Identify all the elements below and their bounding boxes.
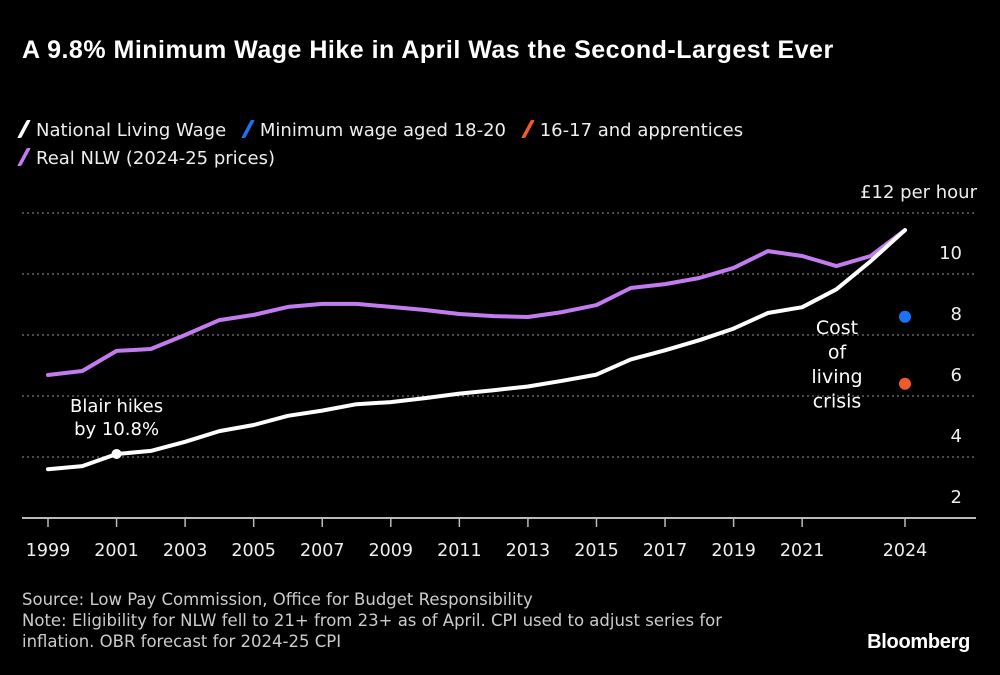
annotation-cost-of-living: Cost: [816, 317, 858, 339]
data-point-16-17-and-apprentices: [899, 377, 911, 390]
legend-label: Minimum wage aged 18-20: [259, 120, 506, 141]
legend-item-nlw: National Living Wage: [17, 117, 227, 145]
x-tick-label: 2009: [369, 541, 414, 561]
x-tick-label: 2013: [506, 541, 551, 561]
annotation-blair-hikes: Blair hikes: [70, 396, 163, 417]
annotation-cost-of-living: of: [828, 342, 848, 364]
x-tick-label: 2003: [163, 541, 208, 561]
x-tick-label: 2015: [574, 541, 619, 561]
legend-label: National Living Wage: [36, 120, 227, 141]
legend: National Living Wage Minimum wage aged 1…: [17, 117, 922, 173]
data-point-minimum-wage-aged-18-20: [899, 310, 911, 323]
x-tick-label: 2005: [231, 541, 276, 561]
footer: Source: Low Pay Commission, Office for B…: [22, 589, 782, 652]
source-text: Source: Low Pay Commission, Office for B…: [22, 590, 533, 609]
note-text: Note: Eligibility for NLW fell to 21+ fr…: [22, 611, 723, 651]
x-tick-label: 2024: [883, 541, 928, 561]
x-tick-label: 2021: [780, 541, 825, 561]
series-line-real-nlw-2024-25-prices-: [46, 228, 907, 377]
x-tick-label: 2019: [711, 541, 756, 561]
annotation-blair-hikes: by 10.8%: [74, 419, 159, 440]
y-tick-label: 4: [951, 426, 962, 447]
annotation-cost-of-living: living: [811, 366, 862, 388]
annotation-marker: [111, 448, 122, 459]
y-tick-label: 6: [951, 365, 962, 386]
x-tick-label: 2001: [94, 541, 139, 561]
legend-label: Real NLW (2024-25 prices): [36, 148, 276, 169]
y-tick-label: 10: [939, 243, 962, 264]
legend-label: 16-17 and apprentices: [539, 120, 744, 141]
legend-item-real-nlw: Real NLW (2024-25 prices): [17, 145, 276, 173]
x-tick-label: 2011: [437, 541, 482, 561]
y-axis-label: £12 per hour: [860, 182, 978, 203]
legend-item-16-17: 16-17 and apprentices: [520, 117, 744, 145]
x-tick-label: 2017: [643, 541, 688, 561]
x-tick-label: 1999: [26, 541, 71, 561]
series-line-national-living-wage: [46, 228, 907, 472]
y-tick-label: 2: [951, 487, 962, 508]
x-tick-label: 2007: [300, 541, 345, 561]
bloomberg-logo: Bloomberg: [867, 631, 970, 653]
y-tick-label: 8: [951, 304, 962, 325]
annotation-cost-of-living: crisis: [813, 391, 862, 413]
legend-item-18-20: Minimum wage aged 18-20: [241, 117, 506, 145]
chart-title: A 9.8% Minimum Wage Hike in April Was th…: [22, 36, 834, 64]
